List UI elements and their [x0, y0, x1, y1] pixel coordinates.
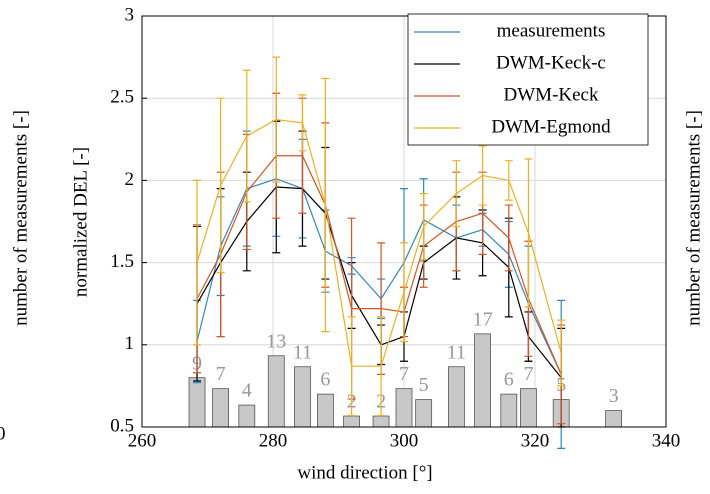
y-tick-label: 1	[125, 333, 135, 354]
legend-box	[407, 13, 649, 146]
bar-label: 6	[320, 369, 330, 391]
bar	[188, 377, 206, 428]
bar	[520, 388, 537, 428]
x-tick-label: 280	[259, 430, 288, 451]
x-tick-label: 320	[521, 430, 550, 451]
y2-tick-label: 0	[0, 423, 6, 444]
bar	[415, 399, 433, 428]
bar-label: 6	[504, 369, 514, 391]
bar	[447, 366, 465, 428]
legend-label: DWM-Keck	[504, 84, 599, 105]
bar-label: 7	[216, 363, 226, 385]
y-tick-label: 2.5	[110, 87, 134, 108]
series-line	[196, 118, 562, 367]
bar-label: 7	[399, 363, 409, 385]
bar	[343, 415, 361, 428]
bar-label: 13	[266, 330, 286, 352]
bar-label: 3	[609, 385, 619, 407]
legend-label: DWM-Keck-c	[496, 52, 606, 73]
plot-frame	[141, 15, 667, 428]
bar	[316, 393, 334, 428]
legend-label: DWM-Egmond	[491, 116, 611, 137]
y-tick-label: 1.5	[110, 251, 134, 272]
x-tick-label: 260	[128, 430, 157, 451]
bar	[395, 388, 413, 428]
y-axis-label: normalized DEL [-]	[70, 147, 91, 297]
x-tick-label: 340	[652, 430, 681, 451]
bar	[474, 333, 492, 428]
bar	[238, 404, 256, 428]
bar	[372, 415, 390, 428]
bar-label: 4	[242, 380, 252, 402]
y-tick-label: 2	[125, 169, 135, 190]
x-axis-label: wind direction [°]	[297, 462, 432, 483]
bar	[212, 388, 230, 428]
legend-label: measurements	[497, 20, 606, 41]
bar-label: 7	[523, 363, 533, 385]
bar	[267, 355, 285, 428]
bar	[605, 410, 622, 428]
x-tick-label: 300	[390, 430, 419, 451]
series-line	[196, 155, 562, 375]
bar-label: 5	[419, 374, 429, 396]
y-tick-label: 3	[125, 4, 135, 25]
bar-label: 11	[293, 341, 312, 363]
bar-label: 17	[473, 308, 493, 330]
y2-axis-label: number of measurements [-]	[683, 110, 704, 326]
bar	[500, 393, 518, 428]
bar	[294, 366, 311, 428]
bar-label: 11	[447, 341, 466, 363]
y2-axis-label: number of measurements [-]	[10, 110, 31, 326]
y-tick-label: 0.5	[110, 415, 134, 436]
series-line	[196, 186, 562, 379]
